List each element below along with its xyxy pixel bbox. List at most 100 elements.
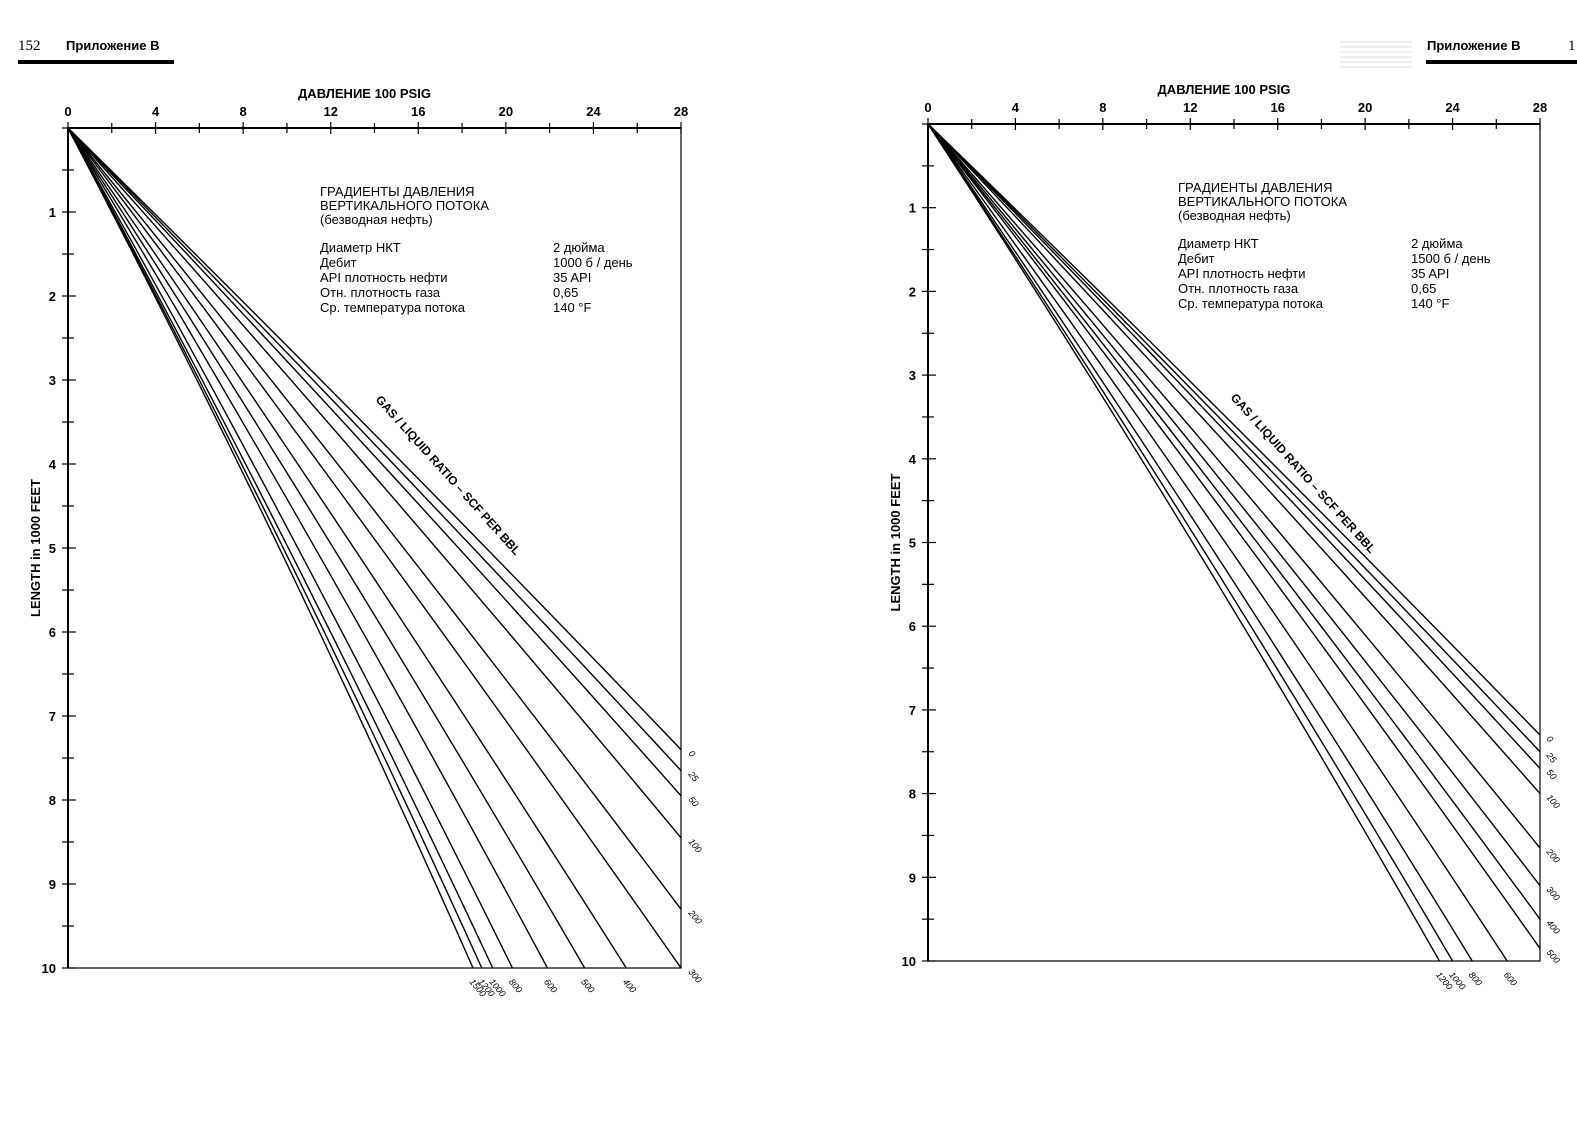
series-label: 300 bbox=[1544, 885, 1561, 903]
x-tick-label: 12 bbox=[1183, 100, 1197, 115]
series-line bbox=[927, 123, 1473, 962]
series-line bbox=[927, 123, 1541, 887]
chart-title-line: ГРАДИЕНТЫ ДАВЛЕНИЯ bbox=[1178, 180, 1333, 195]
x-tick-label: 24 bbox=[586, 104, 601, 119]
series-line bbox=[67, 127, 682, 839]
param-label: Дебит bbox=[320, 255, 357, 270]
param-label: Отн. плотность газа bbox=[1178, 281, 1299, 296]
y-tick-label: 5 bbox=[909, 536, 916, 551]
y-tick-label: 4 bbox=[909, 452, 917, 467]
x-tick-label: 0 bbox=[64, 104, 71, 119]
section-title: Приложение В bbox=[1427, 38, 1521, 53]
left-page-header: 152 Приложение В bbox=[18, 38, 174, 64]
chart-title-line: (безводная нефть) bbox=[1178, 208, 1291, 223]
page-number: 152 bbox=[18, 38, 41, 54]
y-tick-label: 1 bbox=[909, 201, 916, 216]
series-line bbox=[927, 123, 1541, 795]
param-value: 1500 б / день bbox=[1411, 251, 1491, 266]
param-label: Ср. температура потока bbox=[320, 300, 466, 315]
param-label: API плотность нефти bbox=[320, 270, 448, 285]
param-label: Диаметр НКТ bbox=[1178, 236, 1259, 251]
param-label: Отн. плотность газа bbox=[320, 285, 441, 300]
series-line bbox=[67, 127, 483, 969]
series-line bbox=[67, 127, 474, 969]
series-line bbox=[927, 123, 1541, 949]
param-value: 2 дюйма bbox=[1411, 236, 1463, 251]
series-line bbox=[67, 127, 682, 910]
series-line bbox=[67, 127, 586, 969]
series-line bbox=[927, 123, 1508, 962]
series-label: 400 bbox=[1544, 918, 1561, 936]
series-label: 500 bbox=[1544, 947, 1561, 965]
y-tick-label: 5 bbox=[49, 541, 56, 556]
y-tick-label: 1 bbox=[49, 205, 56, 220]
y-tick-label: 8 bbox=[909, 787, 916, 802]
series-label: 200 bbox=[1544, 846, 1562, 865]
x-tick-label: 8 bbox=[240, 104, 247, 119]
series-label: 0 bbox=[686, 748, 697, 758]
y-tick-label: 7 bbox=[49, 709, 56, 724]
y-tick-label: 3 bbox=[909, 368, 916, 383]
series-label: 600 bbox=[1502, 970, 1519, 988]
series-line bbox=[67, 127, 627, 969]
glr-annotation: GAS / LIQUID RATIO – SCF PER BBL bbox=[1228, 391, 1379, 556]
y-tick-label: 2 bbox=[49, 289, 56, 304]
series-line bbox=[67, 127, 682, 797]
y-tick-label: 2 bbox=[909, 284, 916, 299]
y-tick-label: 8 bbox=[49, 793, 56, 808]
x-tick-label: 16 bbox=[411, 104, 425, 119]
series-line bbox=[927, 123, 1541, 769]
series-label: 0 bbox=[1544, 734, 1555, 744]
page-number: 1 bbox=[1568, 38, 1576, 54]
right-page-header: Приложение В 1 bbox=[1426, 38, 1577, 64]
series-line bbox=[927, 123, 1441, 962]
series-line bbox=[927, 123, 1541, 753]
series-line bbox=[67, 127, 494, 969]
param-value: 140 °F bbox=[553, 300, 592, 315]
param-value: 0,65 bbox=[1411, 281, 1436, 296]
x-tick-label: 20 bbox=[1358, 100, 1372, 115]
x-tick-label: 24 bbox=[1445, 100, 1460, 115]
series-line bbox=[67, 127, 682, 772]
param-label: Ср. температура потока bbox=[1178, 296, 1324, 311]
series-line bbox=[927, 123, 1541, 849]
x-tick-label: 4 bbox=[152, 104, 160, 119]
param-value: 35 API bbox=[1411, 266, 1449, 281]
x-tick-label: 20 bbox=[499, 104, 513, 119]
y-axis-title: LENGTH in 1000 FEET bbox=[888, 473, 903, 611]
param-label: API плотность нефти bbox=[1178, 266, 1306, 281]
y-axis-title: LENGTH in 1000 FEET bbox=[28, 479, 43, 617]
series-label: 100 bbox=[1544, 792, 1561, 810]
param-value: 1000 б / день bbox=[553, 255, 633, 270]
series-line bbox=[67, 127, 549, 969]
x-tick-label: 12 bbox=[323, 104, 337, 119]
y-tick-label: 6 bbox=[49, 625, 56, 640]
y-tick-label: 10 bbox=[42, 961, 56, 976]
x-tick-label: 28 bbox=[674, 104, 688, 119]
section-title: Приложение В bbox=[66, 38, 160, 53]
x-tick-label: 8 bbox=[1099, 100, 1106, 115]
param-value: 2 дюйма bbox=[553, 240, 605, 255]
y-tick-label: 9 bbox=[909, 870, 916, 885]
series-line bbox=[927, 123, 1541, 736]
x-axis-title: ДАВЛЕНИЕ 100 PSIG bbox=[298, 86, 431, 101]
scan-smudge bbox=[1340, 40, 1412, 68]
series-label: 800 bbox=[1467, 970, 1484, 988]
x-tick-label: 28 bbox=[1533, 100, 1547, 115]
series-line bbox=[67, 127, 514, 969]
param-value: 0,65 bbox=[553, 285, 578, 300]
param-value: 140 °F bbox=[1411, 296, 1450, 311]
y-tick-label: 7 bbox=[909, 703, 916, 718]
x-tick-label: 4 bbox=[1012, 100, 1020, 115]
x-tick-label: 16 bbox=[1270, 100, 1284, 115]
y-tick-label: 6 bbox=[909, 619, 916, 634]
y-tick-label: 10 bbox=[902, 954, 916, 969]
chart-title-line: ВЕРТИКАЛЬНОГО ПОТОКА bbox=[1178, 194, 1347, 209]
series-label: 50 bbox=[1544, 767, 1558, 781]
series-line bbox=[927, 123, 1541, 920]
param-label: Диаметр НКТ bbox=[320, 240, 401, 255]
y-tick-label: 4 bbox=[49, 457, 57, 472]
series-label: 50 bbox=[686, 795, 700, 809]
